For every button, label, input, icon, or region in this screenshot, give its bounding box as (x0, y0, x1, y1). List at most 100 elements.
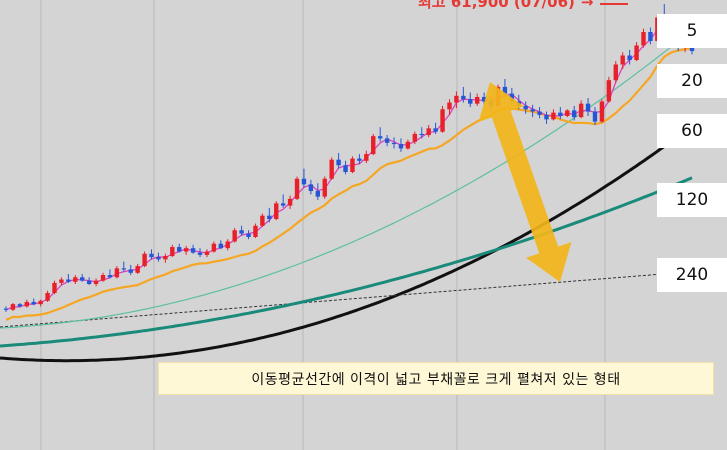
candle-body-46 (322, 178, 327, 197)
candle-body-66 (461, 95, 466, 100)
candle-body-27 (190, 248, 196, 253)
candle-body-65 (454, 95, 459, 103)
candle-body-80 (558, 112, 563, 116)
candle-body-12 (86, 280, 92, 284)
candle-body-40 (280, 203, 286, 206)
candle-body-14 (100, 275, 106, 281)
candle-body-56 (391, 142, 397, 145)
candle-body-89 (620, 55, 625, 65)
candle-body-68 (474, 96, 480, 104)
candle-body-87 (606, 80, 612, 102)
candle-body-5 (38, 300, 43, 305)
candle-body-41 (287, 198, 293, 206)
candle-body-2 (17, 304, 23, 307)
candle-body-31 (218, 243, 224, 249)
ma-label-5: 5 (657, 14, 727, 48)
candle-body-57 (398, 144, 404, 149)
candle-body-90 (627, 55, 632, 60)
ma-label-240: 240 (657, 258, 727, 292)
candle-body-81 (565, 110, 570, 116)
candle-body-0 (3, 308, 9, 310)
candle-body-52 (364, 154, 369, 161)
candle-body-79 (551, 112, 556, 120)
candle-body-17 (121, 268, 126, 270)
candle-body-1 (10, 304, 16, 310)
candle-body-77 (537, 111, 542, 115)
candle-body-91 (634, 45, 639, 60)
candle-body-54 (377, 136, 383, 139)
candle-body-93 (648, 32, 653, 41)
candle-body-34 (239, 230, 244, 234)
candle-body-20 (142, 253, 147, 267)
candle-body-18 (128, 269, 133, 273)
candle-body-49 (343, 165, 348, 172)
ma-label-120: 120 (657, 183, 727, 217)
candle-body-7 (52, 282, 57, 293)
candle-body-21 (149, 253, 154, 258)
ma120-line (0, 176, 693, 348)
candle-body-86 (599, 101, 605, 122)
candle-body-23 (163, 256, 168, 260)
candle-body-29 (204, 251, 210, 255)
candle-body-72 (502, 86, 508, 94)
candle-body-82 (572, 110, 577, 118)
price-high-label: 최고 61,900 (07/06) (418, 0, 575, 11)
ma5-line (5, 26, 693, 311)
candle-body-26 (183, 248, 189, 252)
candle-body-53 (371, 136, 376, 155)
candle-body-19 (135, 266, 140, 273)
ma60-line (0, 29, 693, 329)
ma-label-20: 20 (657, 64, 727, 98)
candle-body-83 (578, 103, 584, 118)
right-arrow-icon: → (580, 0, 594, 11)
candle-body-73 (509, 93, 515, 102)
candle-body-84 (585, 103, 591, 112)
candle-body-44 (308, 184, 314, 192)
candle-body-78 (544, 114, 549, 120)
candle-body-13 (93, 280, 99, 284)
candle-body-64 (447, 102, 452, 110)
candle-body-37 (260, 215, 265, 226)
candle-body-55 (384, 138, 390, 143)
candle-body-16 (114, 268, 120, 278)
candle-body-43 (301, 178, 307, 185)
ma20-line (5, 47, 693, 321)
candle-body-11 (80, 277, 85, 281)
spread-arrow-icon (478, 82, 572, 282)
candle-body-15 (107, 275, 113, 278)
candle-body-22 (156, 257, 161, 260)
candle-body-8 (59, 279, 64, 283)
candle-body-28 (197, 252, 203, 255)
candle-body-63 (440, 109, 445, 132)
chart-caption: 이동평균선간에 이격이 넓고 부채꼴로 크게 펼쳐저 있는 형태 (158, 362, 714, 395)
ma240-line (0, 124, 693, 363)
candle-body-75 (523, 105, 528, 110)
candle-body-42 (294, 178, 300, 199)
candle-body-36 (253, 225, 258, 237)
candle-body-10 (73, 277, 78, 282)
candle-body-51 (357, 158, 362, 161)
candle-body-50 (350, 158, 355, 172)
candle-body-6 (45, 292, 50, 301)
ma-label-60: 60 (657, 114, 727, 148)
candle-body-9 (66, 279, 71, 282)
candle-body-30 (211, 243, 217, 252)
candle-body-39 (274, 203, 279, 220)
candle-body-25 (177, 247, 182, 252)
candle-body-38 (267, 215, 272, 220)
candle-body-61 (426, 128, 431, 136)
candle-body-69 (481, 96, 487, 102)
candle-body-24 (170, 247, 175, 256)
candle-body-32 (225, 241, 230, 249)
candle-body-58 (405, 141, 411, 149)
candle-body-92 (641, 32, 646, 46)
candle-body-76 (530, 109, 535, 112)
candle-body-88 (613, 64, 618, 81)
candle-body-85 (592, 111, 598, 122)
candle-body-45 (315, 191, 321, 197)
candle-body-48 (336, 159, 341, 166)
ma240-dashed-line (0, 271, 693, 328)
candle-body-3 (24, 301, 29, 307)
candle-body-4 (31, 301, 36, 305)
